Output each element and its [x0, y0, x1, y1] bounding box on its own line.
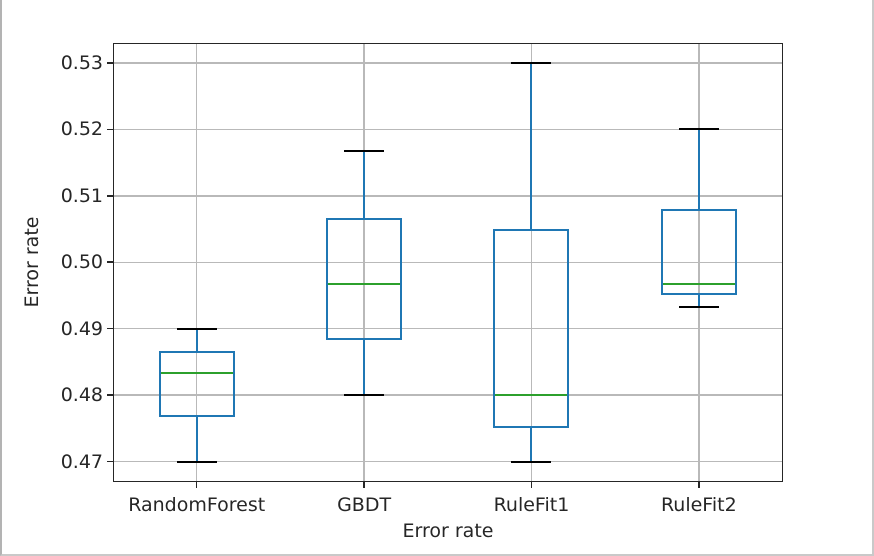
whisker-lower — [530, 428, 533, 462]
whisker-upper — [530, 62, 533, 230]
median-line — [160, 372, 233, 374]
y-tick-label: 0.49 — [60, 317, 103, 340]
whisker-lower — [363, 339, 366, 396]
y-tick-mark — [107, 327, 113, 330]
whisker-cap-lower — [511, 460, 552, 463]
x-tick-label: RuleFit1 — [493, 493, 570, 516]
y-tick-label: 0.52 — [60, 118, 103, 141]
whisker-cap-upper — [176, 327, 217, 330]
y-tick-label: 0.48 — [60, 384, 103, 407]
iqr-box — [660, 209, 737, 296]
x-gridline — [698, 43, 700, 482]
whisker-upper — [697, 129, 700, 210]
whisker-cap-lower — [344, 394, 385, 397]
whisker-upper — [195, 328, 198, 351]
y-tick-mark — [107, 62, 113, 64]
y-tick-label: 0.50 — [60, 251, 103, 274]
y-gridline — [113, 394, 783, 396]
x-tick-mark — [698, 481, 700, 488]
y-gridline — [113, 261, 783, 263]
y-tick-mark — [107, 394, 113, 396]
plot-spines — [113, 43, 783, 482]
iqr-box — [326, 217, 403, 340]
y-tick-mark — [107, 460, 113, 463]
median-line — [495, 394, 568, 397]
whisker-cap-upper — [511, 61, 552, 64]
whisker-cap-lower — [176, 460, 217, 463]
whisker-cap-lower — [678, 305, 719, 308]
x-gridline — [530, 43, 533, 482]
x-tick-mark — [363, 481, 365, 488]
x-tick-label: RuleFit2 — [660, 493, 737, 516]
x-tick-label: GBDT — [337, 493, 392, 516]
y-gridline — [113, 62, 783, 64]
whisker-upper — [363, 151, 366, 218]
y-gridline — [113, 327, 783, 330]
median-line — [328, 283, 401, 286]
whisker-lower — [195, 417, 198, 462]
whisker-cap-upper — [344, 150, 385, 153]
y-tick-label: 0.47 — [60, 450, 103, 473]
y-tick-mark — [107, 195, 113, 197]
y-tick-label: 0.51 — [60, 184, 103, 207]
y-gridline — [113, 128, 783, 131]
x-gridline — [195, 43, 198, 482]
whisker-lower — [697, 295, 700, 307]
x-tick-mark — [530, 481, 533, 488]
x-axis-label: Error rate — [402, 520, 494, 542]
whisker-cap-upper — [678, 128, 719, 131]
y-tick-mark — [107, 261, 113, 264]
x-tick-mark — [195, 481, 198, 488]
iqr-box — [493, 229, 570, 429]
y-gridline — [113, 460, 783, 463]
x-tick-label: RandomForest — [128, 493, 266, 516]
x-gridline — [363, 43, 365, 482]
y-tick-label: 0.53 — [60, 51, 103, 74]
y-gridline — [113, 195, 783, 197]
median-line — [662, 283, 735, 286]
iqr-box — [158, 350, 235, 418]
y-tick-mark — [107, 128, 113, 131]
